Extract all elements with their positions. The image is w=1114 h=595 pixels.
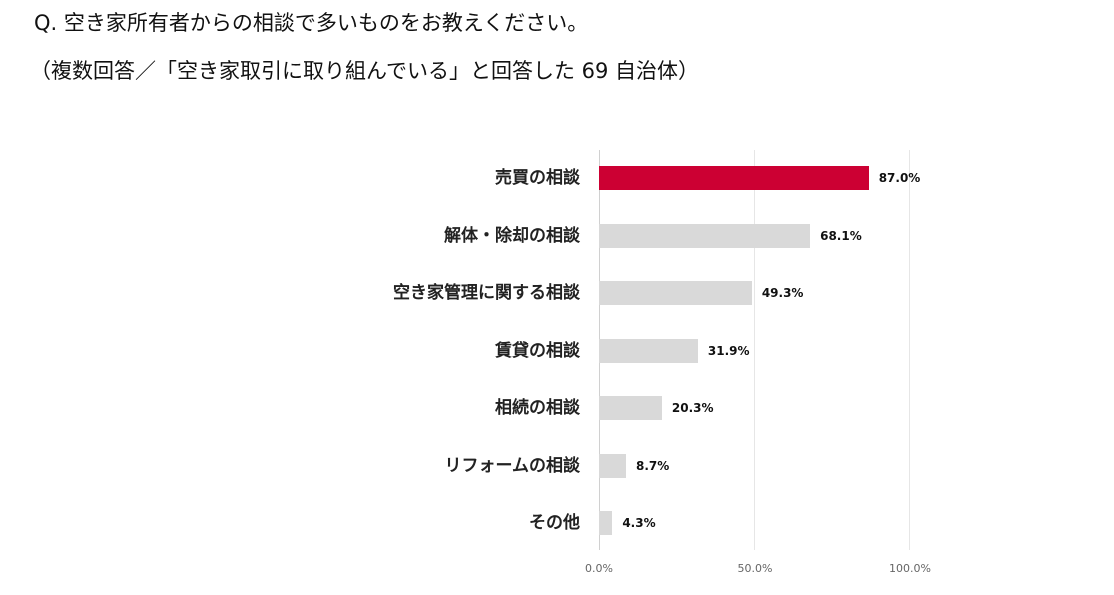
x-tick-0: 0.0% (585, 562, 613, 575)
bar-row: リフォームの相談 8.7% (0, 453, 1114, 478)
gridline-100 (909, 150, 910, 550)
value-label: 68.1% (820, 228, 862, 243)
value-label: 4.3% (622, 516, 656, 530)
category-label: 賃貸の相談 (495, 340, 580, 361)
bar-row: 空き家管理に関する相談 49.3% (0, 281, 1114, 305)
category-label: 空き家管理に関する相談 (393, 283, 580, 303)
bar (599, 396, 662, 420)
bar (599, 453, 626, 478)
chart-title: Q. 空き家所有者からの相談で多いものをお教えください。 (34, 11, 589, 35)
bar-row: その他 4.3% (0, 511, 1114, 535)
bar-row: 売買の相談 87.0% (0, 166, 1114, 190)
bar (599, 281, 752, 305)
value-label: 31.9% (707, 343, 750, 358)
bar (599, 338, 698, 363)
category-label: 解体・除却の相談 (444, 225, 580, 246)
bar-row: 解体・除却の相談 68.1% (0, 223, 1114, 248)
category-label: リフォームの相談 (444, 455, 581, 476)
bar (599, 511, 613, 535)
value-label: 20.3% (671, 401, 714, 415)
bar-row: 相続の相談 20.3% (0, 396, 1114, 420)
bar (599, 166, 869, 190)
value-label: 49.3% (761, 286, 804, 300)
x-tick-100: 100.0% (889, 562, 931, 575)
chart-subtitle: （複数回答／「空き家取引に取り組んでいる」と回答した 69 自治体） (30, 59, 700, 83)
category-label: 相続の相談 (495, 398, 580, 418)
category-label: 売買の相談 (495, 168, 580, 188)
category-label: その他 (529, 513, 580, 533)
gridline-50 (754, 150, 755, 550)
bar (599, 223, 811, 248)
bar-row: 賃貸の相談 31.9% (0, 338, 1114, 363)
x-tick-50: 50.0% (737, 562, 773, 575)
value-label: 8.7% (635, 458, 670, 473)
value-label: 87.0% (878, 171, 921, 185)
